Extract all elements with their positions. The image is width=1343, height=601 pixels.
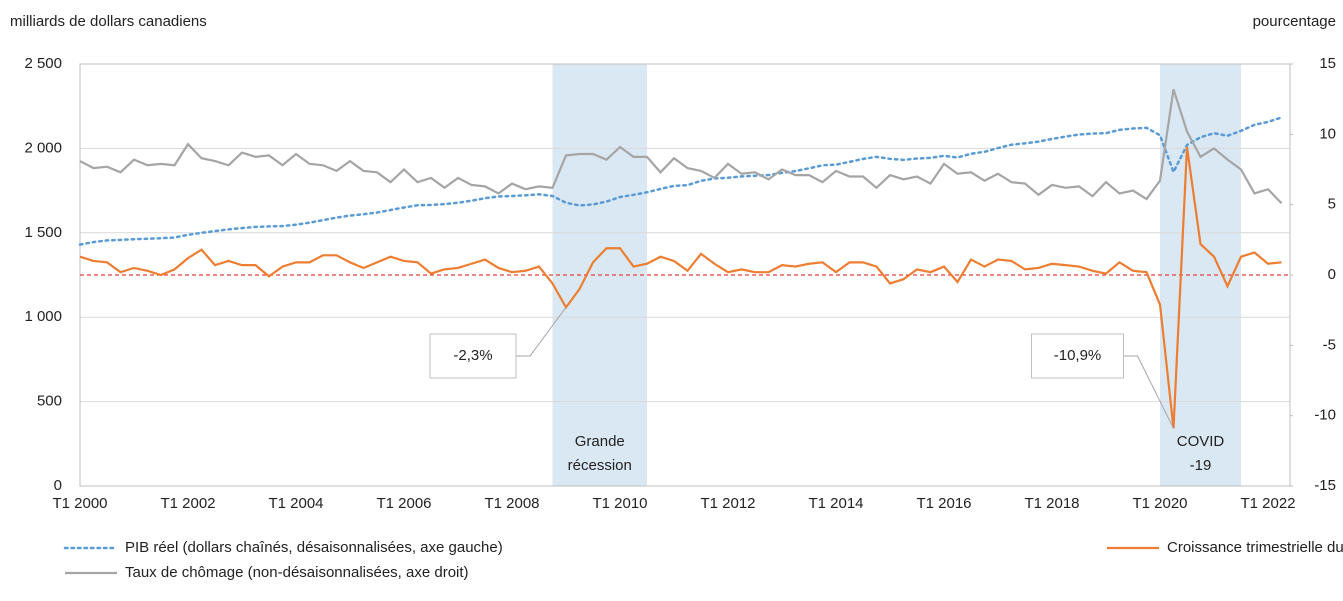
x-tick-label: T1 2018 (1024, 495, 1079, 512)
shaded-label: Grande (575, 433, 625, 450)
legend-label: Taux de chômage (non-désaisonnalisées, a… (125, 564, 469, 581)
annotation-box (1031, 333, 1124, 379)
x-tick-label: T1 2016 (916, 495, 971, 512)
y2-tick-label: -5 (1323, 336, 1336, 353)
series-line (79, 88, 1283, 205)
x-tick-label: T1 2004 (268, 495, 323, 512)
x-tick-label: T1 2022 (1240, 495, 1295, 512)
y2-tick-label: 5 (1328, 196, 1336, 213)
y2-tick-label: -15 (1314, 477, 1336, 494)
shaded-label: -19 (1190, 457, 1212, 474)
annotation-leader (516, 307, 567, 357)
x-tick-label: T1 2010 (592, 495, 647, 512)
y2-axis-title: pourcentage (1253, 13, 1336, 30)
annotation-text: -10,9% (1054, 347, 1102, 364)
series-line (79, 146, 1282, 429)
y-tick-label: 1 500 (24, 224, 62, 241)
y-tick-label: 500 (37, 393, 62, 410)
y-tick-label: 1 000 (24, 308, 62, 325)
series-line (78, 116, 1283, 246)
x-tick-label: T1 2008 (484, 495, 539, 512)
y2-tick-label: 15 (1319, 55, 1336, 72)
y2-tick-label: 10 (1319, 125, 1336, 142)
x-tick-label: T1 2012 (700, 495, 755, 512)
annotation-text: -2,3% (453, 347, 492, 364)
x-tick-label: T1 2006 (376, 495, 431, 512)
x-tick-label: T1 2020 (1132, 495, 1187, 512)
annotation-leader (1123, 355, 1174, 429)
y-tick-label: 2 500 (24, 55, 62, 72)
y-tick-label: 0 (54, 477, 62, 494)
x-tick-label: T1 2000 (52, 495, 107, 512)
y-axis-title: milliards de dollars canadiens (10, 13, 207, 30)
y2-tick-label: 0 (1328, 266, 1336, 283)
shaded-label: récession (568, 457, 632, 474)
y-tick-label: 2 000 (24, 139, 62, 156)
x-tick-label: T1 2014 (808, 495, 863, 512)
y2-tick-label: -10 (1314, 407, 1336, 424)
shaded-label: COVID (1177, 433, 1225, 450)
annotation-box (429, 333, 517, 379)
legend-label: PIB réel (dollars chaînés, désaisonnalis… (125, 539, 503, 556)
x-tick-label: T1 2002 (160, 495, 215, 512)
legend-label: Croissance trimestrielle du PIB (désaiso… (1167, 539, 1343, 556)
